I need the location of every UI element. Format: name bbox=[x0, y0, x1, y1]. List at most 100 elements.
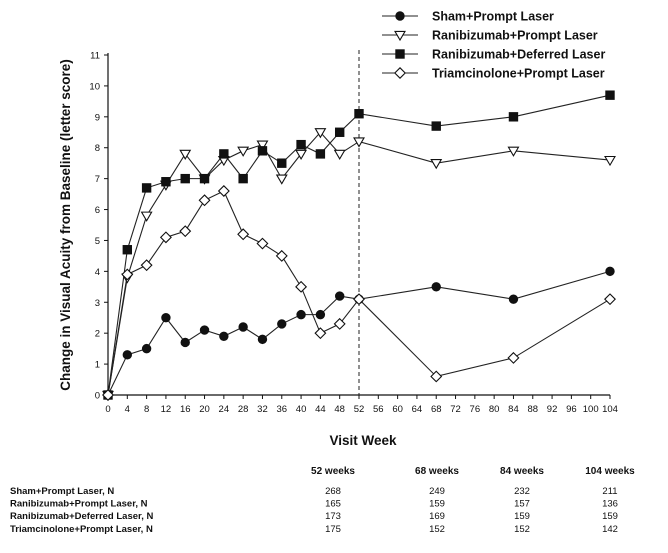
legend-entry: Ranibizumab+Prompt Laser bbox=[382, 29, 598, 43]
x-tick-label: 76 bbox=[470, 404, 481, 415]
n-table-cell: 152 bbox=[429, 524, 445, 535]
x-tick-label: 64 bbox=[412, 404, 423, 415]
data-point bbox=[431, 282, 441, 292]
n-table-row-label: Ranibizumab+Deferred Laser, N bbox=[10, 511, 153, 522]
data-point bbox=[334, 291, 345, 301]
data-point bbox=[334, 127, 345, 137]
y-tick-label: 3 bbox=[95, 298, 100, 309]
data-point bbox=[430, 159, 443, 170]
y-tick-label: 2 bbox=[95, 329, 100, 340]
y-tick-label: 8 bbox=[95, 143, 100, 154]
data-point bbox=[237, 228, 250, 241]
x-tick-label: 32 bbox=[257, 404, 268, 415]
data-point bbox=[256, 237, 269, 250]
x-tick-label: 96 bbox=[566, 404, 577, 415]
data-point bbox=[141, 183, 152, 193]
data-point bbox=[277, 319, 287, 329]
n-table-cell: 268 bbox=[325, 486, 341, 497]
data-point bbox=[122, 350, 133, 360]
data-point bbox=[140, 211, 153, 222]
x-tick-label: 104 bbox=[602, 404, 618, 415]
data-point bbox=[219, 149, 229, 159]
n-table-column-header: 84 weeks bbox=[500, 466, 544, 477]
data-point bbox=[199, 325, 210, 335]
data-point bbox=[159, 231, 172, 244]
x-tick-label: 40 bbox=[296, 404, 307, 415]
data-point bbox=[238, 322, 248, 332]
x-tick-label: 72 bbox=[450, 404, 461, 415]
n-table-cell: 173 bbox=[325, 511, 341, 522]
data-point bbox=[275, 249, 288, 262]
x-tick-label: 44 bbox=[315, 404, 326, 415]
data-point bbox=[180, 173, 190, 184]
data-point bbox=[140, 259, 153, 272]
data-point bbox=[295, 149, 308, 161]
y-tick-label: 4 bbox=[95, 267, 100, 278]
n-table-cell: 232 bbox=[514, 486, 530, 497]
data-point bbox=[605, 266, 615, 277]
legend-entry: Triamcinolone+Prompt Laser bbox=[382, 67, 605, 81]
data-point bbox=[275, 174, 288, 185]
data-point bbox=[507, 146, 520, 157]
data-point bbox=[507, 351, 520, 364]
legend-marker bbox=[395, 49, 405, 59]
data-point bbox=[257, 146, 268, 156]
data-point bbox=[430, 370, 443, 383]
y-axis-title: Change in Visual Acuity from Baseline (l… bbox=[58, 59, 73, 391]
n-table-cell: 142 bbox=[602, 524, 618, 535]
data-point bbox=[295, 280, 308, 293]
data-point bbox=[315, 309, 326, 320]
x-tick-label: 12 bbox=[161, 404, 172, 415]
n-table-cell: 249 bbox=[429, 486, 445, 497]
data-point bbox=[431, 121, 441, 131]
data-point bbox=[219, 331, 229, 341]
legend-label: Ranibizumab+Prompt Laser bbox=[432, 29, 598, 43]
data-point bbox=[179, 149, 192, 161]
y-tick-label: 0 bbox=[95, 391, 100, 402]
x-tick-label: 80 bbox=[489, 404, 500, 415]
y-tick-label: 9 bbox=[95, 112, 100, 123]
data-point bbox=[121, 268, 134, 281]
x-tick-label: 4 bbox=[125, 404, 130, 415]
data-point bbox=[179, 225, 192, 238]
n-table-column-header: 104 weeks bbox=[585, 466, 635, 477]
legend-label: Ranibizumab+Deferred Laser bbox=[432, 48, 605, 62]
legend-marker bbox=[394, 67, 406, 79]
n-table-cell: 159 bbox=[514, 511, 530, 522]
x-tick-label: 0 bbox=[105, 404, 110, 415]
n-table-cell: 159 bbox=[429, 499, 445, 510]
data-point bbox=[199, 173, 210, 184]
data-point bbox=[257, 334, 268, 345]
y-tick-label: 7 bbox=[95, 174, 100, 185]
n-table-column-header: 68 weeks bbox=[415, 466, 459, 477]
x-tick-label: 36 bbox=[276, 404, 287, 415]
n-table-row-label: Ranibizumab+Prompt Laser, N bbox=[10, 499, 148, 510]
data-point bbox=[315, 149, 326, 159]
data-point bbox=[277, 158, 287, 168]
n-table-row-label: Sham+Prompt Laser, N bbox=[10, 486, 114, 497]
data-point bbox=[180, 337, 190, 348]
series-triamcinolone-prompt-laser bbox=[102, 185, 616, 401]
data-point bbox=[353, 293, 365, 306]
x-tick-label: 48 bbox=[334, 404, 345, 415]
x-axis-title: Visit Week bbox=[329, 433, 397, 448]
legend-entry: Sham+Prompt Laser bbox=[382, 10, 554, 24]
x-tick-label: 24 bbox=[219, 404, 230, 415]
legend-marker bbox=[394, 30, 406, 42]
n-table-cell: 157 bbox=[514, 499, 530, 510]
data-point bbox=[102, 389, 114, 401]
x-tick-label: 60 bbox=[392, 404, 403, 415]
n-table-cell: 136 bbox=[602, 499, 618, 510]
data-point bbox=[256, 140, 269, 151]
data-point bbox=[217, 185, 230, 197]
data-point bbox=[605, 90, 615, 100]
n-table-cell: 175 bbox=[325, 524, 341, 535]
x-tick-label: 88 bbox=[527, 404, 538, 415]
series-ranibizumab-deferred-laser bbox=[103, 90, 615, 400]
data-point bbox=[296, 309, 306, 320]
x-tick-label: 52 bbox=[354, 404, 365, 415]
x-tick-label: 84 bbox=[508, 404, 519, 415]
legend-label: Sham+Prompt Laser bbox=[432, 10, 554, 24]
legend: Sham+Prompt Laser Ranibizumab+Prompt Lase… bbox=[382, 10, 605, 81]
